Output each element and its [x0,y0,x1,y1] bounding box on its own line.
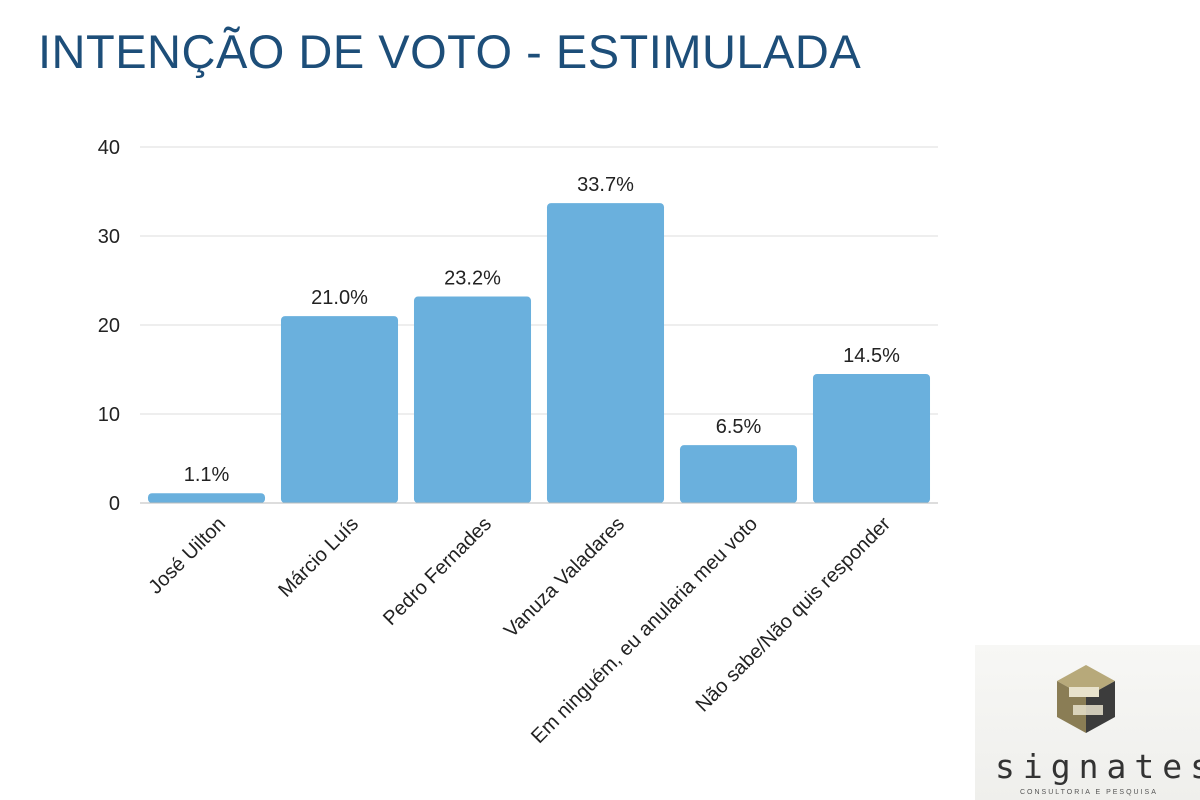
data-label: 1.1% [184,464,230,486]
data-label: 6.5% [716,416,762,438]
y-tick-label: 20 [98,315,120,337]
data-label: 33.7% [577,174,634,196]
bar [812,373,931,503]
bar [413,296,532,503]
data-label: 14.5% [843,345,900,367]
bar [679,445,798,503]
y-tick-label: 40 [98,137,120,159]
data-label: 23.2% [444,268,501,290]
signates-logo: signates CONSULTORIA E PESQUISA [975,645,1200,800]
y-tick-label: 10 [98,404,120,426]
data-label: 21.0% [311,287,368,309]
y-tick-label: 0 [109,493,120,515]
logo-cube-icon [1057,665,1115,733]
x-tick-label: Pedro Fernades [379,513,496,630]
page-title: INTENÇÃO DE VOTO - ESTIMULADA [38,25,862,78]
x-tick-label: Vanuza Valadares [500,513,629,642]
y-tick-label: 30 [98,226,120,248]
logo-name: signates [995,747,1200,786]
x-tick-label: Márcio Luís [274,513,363,602]
x-tick-label: José Uilton [145,513,231,599]
bar [280,316,399,503]
x-tick-label: Em ninguém, eu anularia meu voto [527,513,762,748]
logo-tagline: CONSULTORIA E PESQUISA [1020,789,1158,796]
bar [546,203,665,503]
bar [147,493,266,503]
